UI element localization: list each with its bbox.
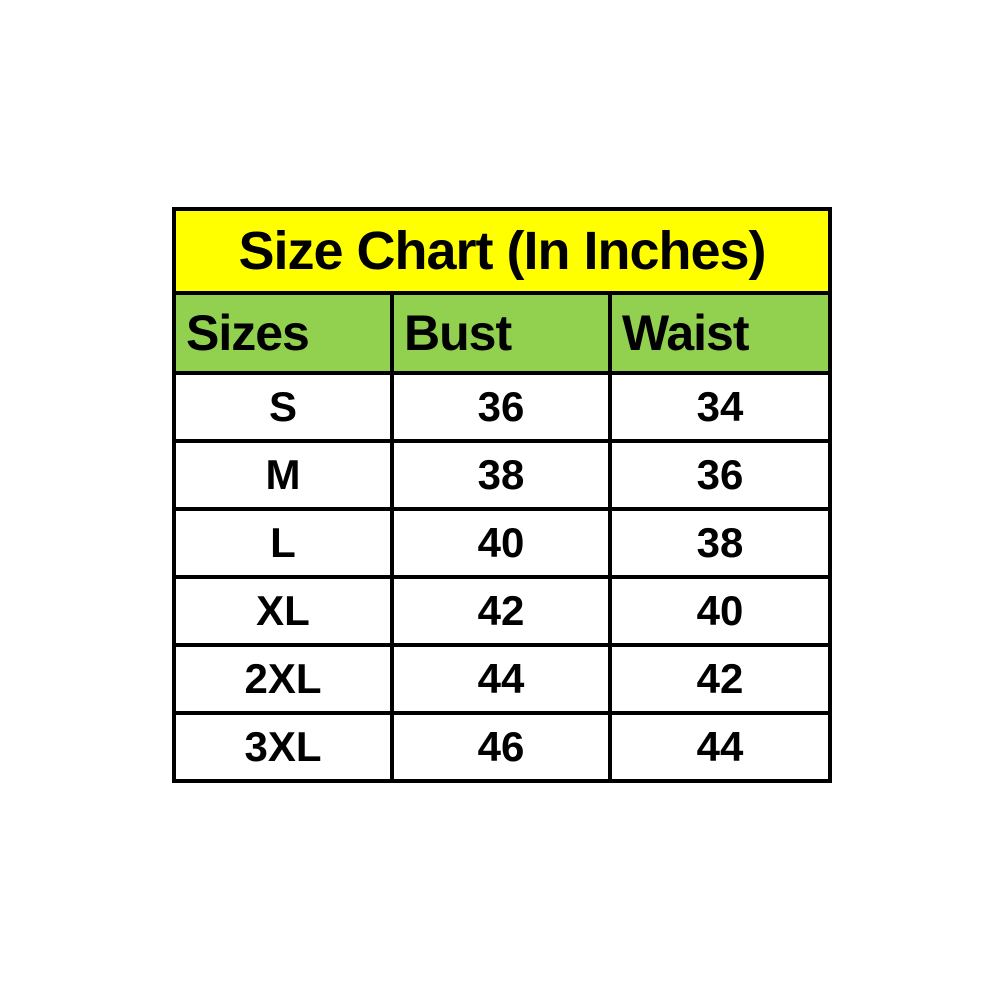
table-row: M 38 36 [172, 439, 832, 511]
bust-cell: 42 [390, 575, 612, 647]
table-row: S 36 34 [172, 371, 832, 443]
table-title: Size Chart (In Inches) [172, 207, 832, 295]
size-cell: L [172, 507, 394, 579]
bust-cell: 38 [390, 439, 612, 511]
title-row: Size Chart (In Inches) [172, 207, 832, 295]
table-row: L 40 38 [172, 507, 832, 579]
table-row: XL 42 40 [172, 575, 832, 647]
waist-cell: 42 [608, 643, 832, 715]
bust-cell: 44 [390, 643, 612, 715]
bust-cell: 36 [390, 371, 612, 443]
size-cell: M [172, 439, 394, 511]
bust-cell: 46 [390, 711, 612, 783]
table-row: 2XL 44 42 [172, 643, 832, 715]
size-cell: S [172, 371, 394, 443]
waist-cell: 34 [608, 371, 832, 443]
size-chart-table: Size Chart (In Inches) Sizes Bust Waist … [172, 207, 832, 783]
waist-cell: 36 [608, 439, 832, 511]
header-row: Sizes Bust Waist [172, 291, 832, 375]
size-cell: XL [172, 575, 394, 647]
column-header-waist: Waist [608, 291, 832, 375]
waist-cell: 44 [608, 711, 832, 783]
bust-cell: 40 [390, 507, 612, 579]
waist-cell: 40 [608, 575, 832, 647]
waist-cell: 38 [608, 507, 832, 579]
size-cell: 2XL [172, 643, 394, 715]
table-row: 3XL 46 44 [172, 711, 832, 783]
column-header-bust: Bust [390, 291, 612, 375]
column-header-sizes: Sizes [172, 291, 394, 375]
size-cell: 3XL [172, 711, 394, 783]
